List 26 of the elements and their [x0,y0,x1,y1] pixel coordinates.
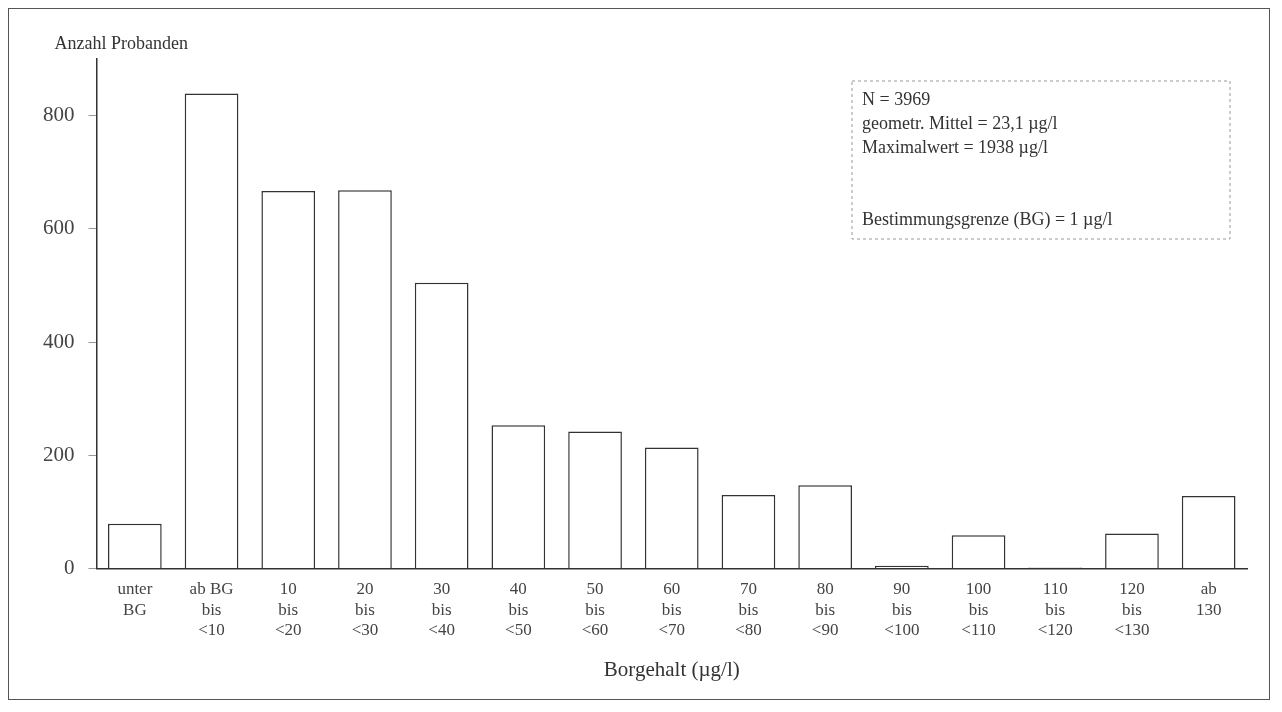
x-tick-label: 40 bis <50 [505,579,532,640]
x-tick-label: 110 bis <120 [1037,579,1073,640]
x-tick-label: 30 bis <40 [428,579,455,640]
y-tick-label: 400 [43,328,75,353]
x-tick-label: 80 bis <90 [811,579,839,640]
annotation: geometr. Mittel = 23,1 µg/l [862,112,1058,133]
annotation: Maximalwert = 1938 µg/l [862,136,1048,157]
x-tick-label: 20 bis <30 [351,579,379,640]
x-tick-label: 60 bis <70 [658,579,686,640]
x-tick-label: 70 bis <80 [735,579,762,640]
x-tick-label: 50 bis <60 [581,579,609,640]
x-tick-label: 120 bis <130 [1114,579,1150,640]
x-tick-label: 100 bis <110 [961,579,996,640]
annotation: N = 3969 [862,88,931,109]
y-tick-label: 200 [43,441,75,466]
y-tick-label: 800 [43,102,75,127]
x-axis-title: Borgehalt (µg/l) [603,656,740,681]
x-tick-label: unter BG [117,579,153,619]
x-tick-label: ab 130 [1195,579,1222,619]
y-axis-title: Anzahl Probanden [54,32,188,53]
y-tick-label: 0 [64,555,75,580]
x-tick-label: 10 bis <20 [274,579,302,640]
annotation: Bestimmungsgrenze (BG) = 1 µg/l [862,208,1113,230]
x-tick-label: ab BG bis <10 [189,579,234,640]
y-tick-label: 600 [43,215,75,240]
x-tick-label: 90 bis <100 [884,579,920,640]
